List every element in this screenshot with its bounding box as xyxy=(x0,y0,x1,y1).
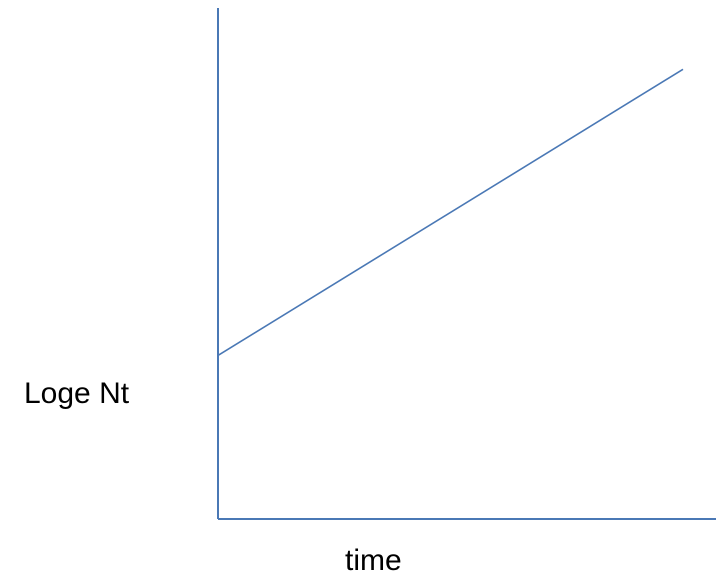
x-axis-label: time xyxy=(345,544,402,577)
y-axis-label: Loge Nt xyxy=(24,377,130,410)
series-line xyxy=(217,68,684,357)
